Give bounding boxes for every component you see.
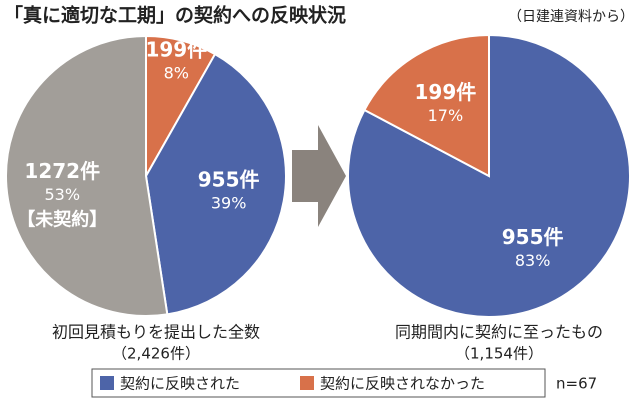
pie-slice <box>363 33 490 178</box>
percent-label: 17% <box>428 106 464 125</box>
value-label: 1272件 <box>24 159 100 183</box>
note: n=67 <box>556 375 597 393</box>
pie-slice <box>144 52 287 316</box>
percent-label: 8% <box>164 63 189 82</box>
chart-subtitle: （1,154件） <box>455 345 543 363</box>
legend-swatch <box>300 376 314 390</box>
chart-subtitle: （2,426件） <box>112 345 200 363</box>
source: （日建連資料から） <box>508 9 634 25</box>
pie-slice <box>347 33 631 318</box>
value-label: 199件 <box>145 37 207 61</box>
percent-label: 39% <box>211 194 247 213</box>
page-title: 「真に適切な工期」の契約への反映状況 <box>4 4 346 27</box>
value-label: 955件 <box>198 168 260 192</box>
legend-label: 契約に反映された <box>120 375 240 393</box>
pie-slice <box>5 34 169 317</box>
chart-title: 同期間内に契約に至ったもの <box>395 323 603 342</box>
legend-swatch <box>100 376 114 390</box>
legend-box <box>91 368 546 398</box>
value-label: 199件 <box>415 80 477 104</box>
percent-label: 83% <box>515 251 551 270</box>
percent-label: 53% <box>44 185 80 204</box>
arrow <box>292 125 346 227</box>
legend-label: 契約に反映されなかった <box>320 375 485 393</box>
chart-title: 初回見積もりを提出した全数 <box>52 323 260 342</box>
value-label: 955件 <box>502 225 564 249</box>
category-label: 【未契約】 <box>17 208 107 230</box>
